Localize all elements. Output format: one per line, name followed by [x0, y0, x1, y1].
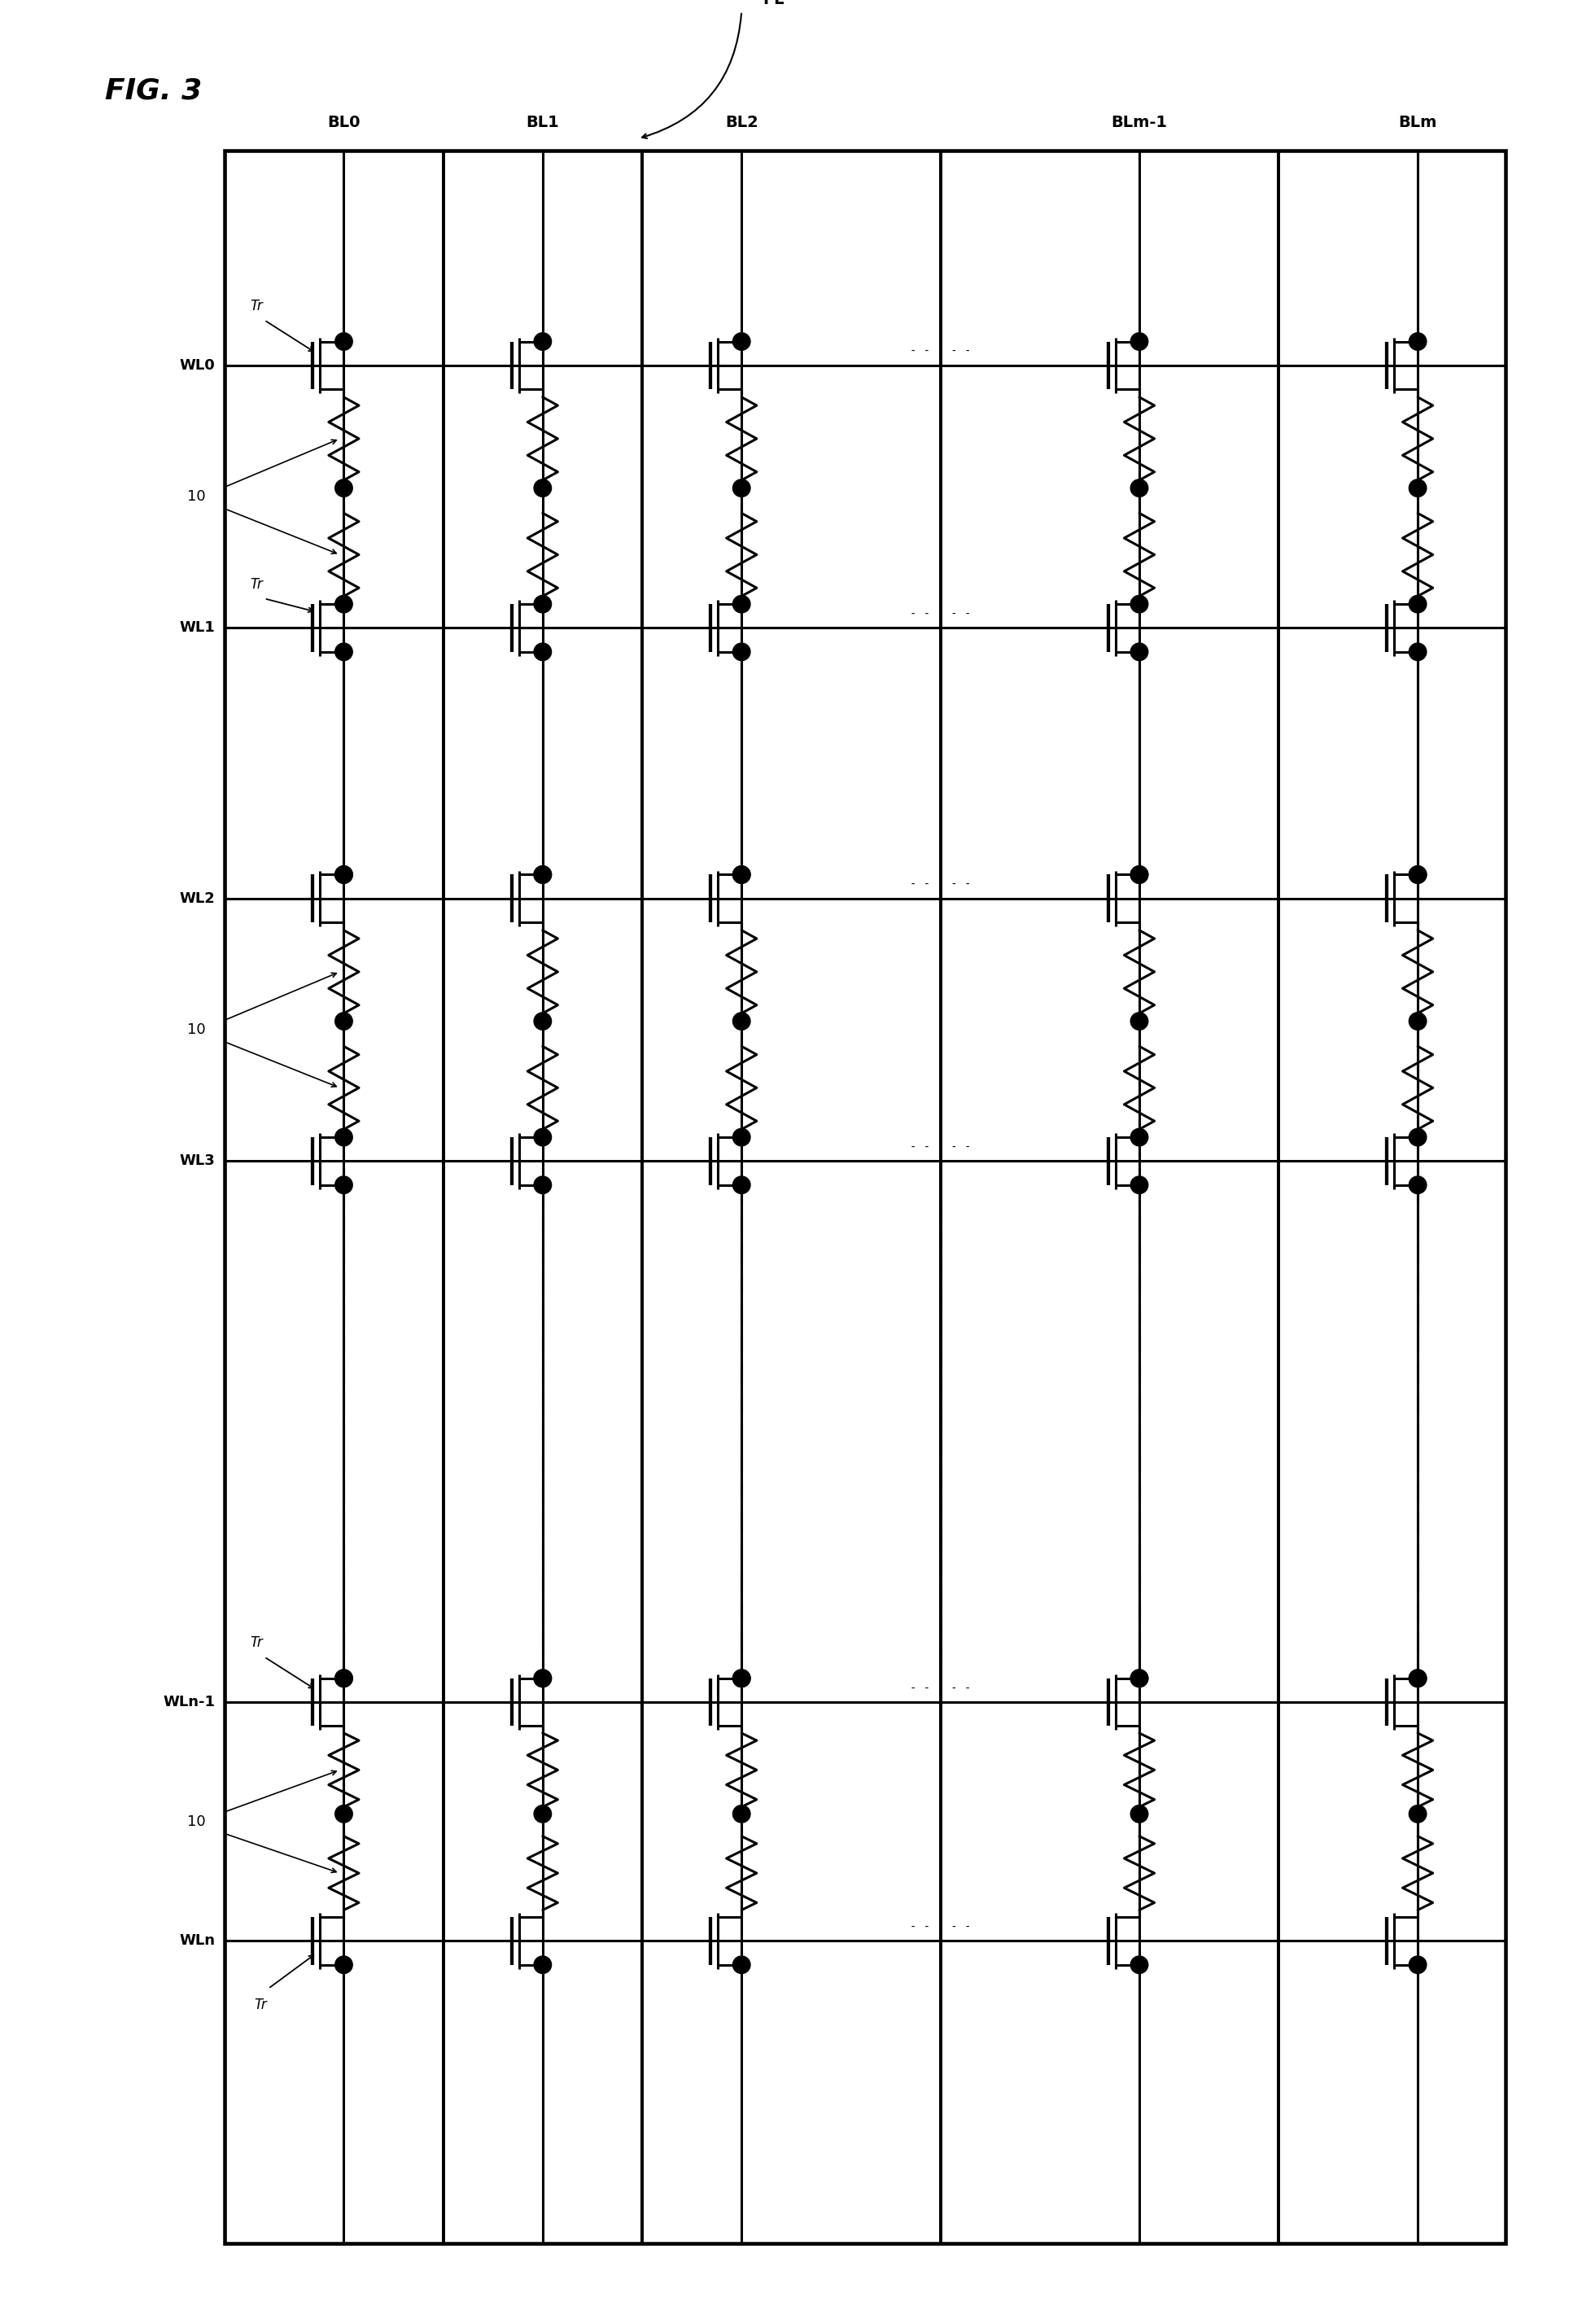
Circle shape — [1131, 1669, 1149, 1687]
Circle shape — [336, 1669, 353, 1687]
Text: - - - - -: - - - - - — [910, 346, 971, 358]
Circle shape — [533, 1669, 551, 1687]
Text: 10: 10 — [187, 1023, 206, 1037]
Text: BL0: BL0 — [328, 116, 361, 130]
Circle shape — [1131, 479, 1149, 497]
Circle shape — [1409, 1669, 1426, 1687]
Text: - - - - -: - - - - - — [910, 1683, 971, 1694]
Circle shape — [336, 1176, 353, 1195]
Text: WL1: WL1 — [179, 621, 215, 634]
Circle shape — [1409, 332, 1426, 351]
Circle shape — [733, 644, 750, 660]
Circle shape — [533, 1129, 551, 1146]
Circle shape — [336, 1669, 353, 1687]
Circle shape — [336, 867, 353, 883]
Circle shape — [733, 1013, 750, 1030]
Text: 10: 10 — [187, 1815, 206, 1829]
Text: - - - - -: - - - - - — [910, 1922, 971, 1931]
Circle shape — [733, 867, 750, 883]
Circle shape — [336, 867, 353, 883]
Text: PL: PL — [763, 0, 784, 7]
Text: WLn-1: WLn-1 — [163, 1694, 215, 1710]
Circle shape — [533, 1013, 551, 1030]
Circle shape — [336, 1957, 353, 1973]
Circle shape — [1131, 867, 1149, 883]
Text: - - - - -: - - - - - — [910, 1141, 971, 1153]
Circle shape — [1409, 867, 1426, 883]
Circle shape — [733, 1806, 750, 1822]
Text: Tr: Tr — [249, 1636, 262, 1650]
Circle shape — [1409, 644, 1426, 660]
Text: BLm: BLm — [1398, 116, 1437, 130]
Text: - - - - -: - - - - - — [910, 878, 971, 890]
Circle shape — [533, 595, 551, 614]
Circle shape — [733, 1129, 750, 1146]
Circle shape — [1409, 1129, 1426, 1146]
Text: - - - - -: - - - - - — [910, 609, 971, 621]
Circle shape — [1409, 1806, 1426, 1822]
Circle shape — [1131, 1129, 1149, 1146]
Bar — [224, 151, 1505, 2243]
Circle shape — [336, 1013, 353, 1030]
Circle shape — [336, 1129, 353, 1146]
Circle shape — [336, 332, 353, 351]
Circle shape — [733, 479, 750, 497]
Circle shape — [733, 1176, 750, 1195]
Circle shape — [733, 332, 750, 351]
Text: Tr: Tr — [249, 576, 262, 593]
Circle shape — [533, 1669, 551, 1687]
Text: WL0: WL0 — [179, 358, 215, 372]
Circle shape — [336, 595, 353, 614]
Circle shape — [533, 479, 551, 497]
Circle shape — [533, 1806, 551, 1822]
Text: Tr: Tr — [254, 1996, 267, 2013]
Text: 10: 10 — [187, 490, 206, 504]
Circle shape — [1131, 1176, 1149, 1195]
Circle shape — [533, 867, 551, 883]
Circle shape — [533, 1176, 551, 1195]
Circle shape — [533, 644, 551, 660]
Circle shape — [336, 644, 353, 660]
Circle shape — [336, 479, 353, 497]
Circle shape — [533, 1957, 551, 1973]
Circle shape — [1409, 1957, 1426, 1973]
Circle shape — [1409, 1669, 1426, 1687]
Circle shape — [733, 1669, 750, 1687]
Text: BLm-1: BLm-1 — [1111, 116, 1167, 130]
Text: WL2: WL2 — [179, 890, 215, 906]
Circle shape — [1409, 1013, 1426, 1030]
Circle shape — [1409, 1176, 1426, 1195]
Circle shape — [336, 1806, 353, 1822]
Text: WL3: WL3 — [179, 1153, 215, 1169]
Circle shape — [1131, 595, 1149, 614]
Circle shape — [1131, 867, 1149, 883]
Circle shape — [1131, 1013, 1149, 1030]
Circle shape — [1131, 1669, 1149, 1687]
Circle shape — [733, 595, 750, 614]
Circle shape — [733, 1669, 750, 1687]
Text: WLn: WLn — [179, 1934, 215, 1948]
Circle shape — [1409, 595, 1426, 614]
Text: BL2: BL2 — [725, 116, 758, 130]
Text: FIG. 3: FIG. 3 — [105, 77, 202, 105]
Circle shape — [733, 1957, 750, 1973]
Circle shape — [1131, 1957, 1149, 1973]
Circle shape — [533, 332, 551, 351]
Text: BL1: BL1 — [526, 116, 559, 130]
Circle shape — [1409, 479, 1426, 497]
Circle shape — [733, 867, 750, 883]
Circle shape — [533, 867, 551, 883]
Circle shape — [1409, 867, 1426, 883]
Circle shape — [1131, 332, 1149, 351]
Circle shape — [1131, 1806, 1149, 1822]
Text: Tr: Tr — [249, 297, 262, 314]
Circle shape — [1131, 644, 1149, 660]
